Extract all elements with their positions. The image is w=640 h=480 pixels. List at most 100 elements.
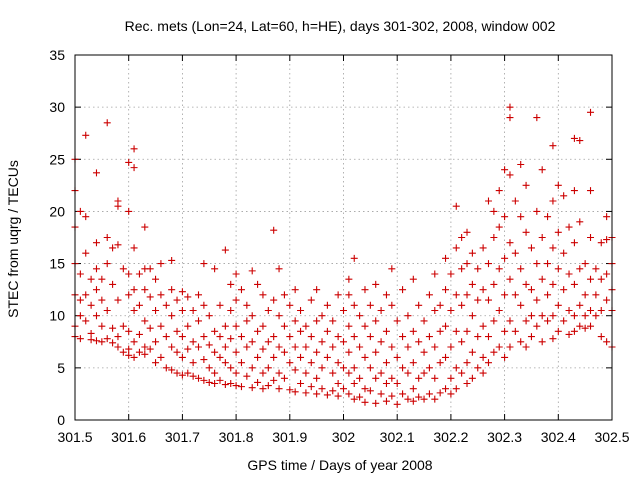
data-point <box>248 267 256 275</box>
data-point <box>361 286 369 294</box>
data-point <box>393 380 401 387</box>
data-point <box>297 327 305 335</box>
data-point <box>393 317 401 325</box>
data-point <box>254 280 262 288</box>
data-point <box>157 322 165 330</box>
data-point <box>442 322 450 330</box>
data-point <box>329 369 337 377</box>
y-tick-label: 10 <box>49 308 65 324</box>
data-point <box>463 380 471 387</box>
data-point <box>125 291 133 299</box>
data-point <box>506 103 514 111</box>
data-point <box>82 249 90 257</box>
data-point <box>98 296 106 304</box>
y-tick-label: 15 <box>49 256 65 272</box>
data-point <box>382 291 390 299</box>
data-point <box>570 134 578 142</box>
x-tick-label: 302.3 <box>487 429 522 445</box>
data-point <box>302 322 310 330</box>
data-point <box>313 348 321 356</box>
data-point <box>318 364 326 372</box>
data-point <box>544 213 552 221</box>
data-point <box>103 307 111 314</box>
data-point <box>404 343 412 351</box>
data-point <box>511 249 519 257</box>
data-point <box>544 260 552 268</box>
x-tick-label: 302.1 <box>380 429 415 445</box>
data-point <box>554 265 562 273</box>
data-point <box>474 364 482 372</box>
data-point <box>533 207 541 215</box>
data-point <box>587 108 595 116</box>
data-point <box>334 291 342 299</box>
data-point <box>463 291 471 299</box>
data-point <box>570 187 578 195</box>
data-point <box>527 244 535 252</box>
data-point <box>340 338 347 346</box>
data-point <box>92 312 100 320</box>
data-point <box>152 275 160 283</box>
data-point <box>141 317 149 325</box>
data-point <box>178 353 186 361</box>
data-point <box>377 369 385 377</box>
data-point <box>82 291 90 299</box>
data-point <box>511 197 519 205</box>
data-point <box>243 301 251 309</box>
data-point <box>436 359 444 367</box>
data-point <box>538 275 546 283</box>
data-point <box>216 353 224 361</box>
data-point <box>479 286 487 294</box>
data-point <box>409 359 417 367</box>
data-point <box>517 301 525 309</box>
data-point <box>184 345 192 353</box>
data-point <box>388 301 396 309</box>
data-point <box>232 270 240 278</box>
data-point <box>92 169 100 177</box>
data-point <box>227 380 235 387</box>
data-point <box>350 364 358 372</box>
data-point <box>420 369 428 377</box>
data-point <box>98 322 106 330</box>
data-point <box>195 291 203 299</box>
data-point <box>76 296 84 304</box>
data-point <box>587 187 595 195</box>
y-tick-label: 5 <box>57 360 65 376</box>
data-point <box>495 187 503 195</box>
data-point <box>517 213 525 221</box>
data-point <box>603 236 611 244</box>
data-point <box>211 327 219 335</box>
data-point <box>76 312 84 320</box>
data-point <box>173 369 181 377</box>
data-point <box>452 291 460 299</box>
data-point <box>388 265 396 273</box>
data-point <box>189 307 197 314</box>
data-point <box>345 348 353 356</box>
data-point <box>603 296 611 304</box>
data-point <box>275 265 283 273</box>
data-point <box>345 275 353 283</box>
data-point <box>452 327 460 335</box>
data-point <box>463 260 471 268</box>
data-point <box>377 338 385 346</box>
data-point <box>474 265 482 273</box>
data-point <box>307 383 315 391</box>
data-point <box>425 333 433 341</box>
data-point <box>280 348 288 356</box>
data-point <box>425 390 433 398</box>
data-point <box>452 244 460 252</box>
data-point <box>211 380 219 387</box>
x-tick-label: 302.2 <box>433 429 468 445</box>
data-point <box>87 301 95 309</box>
data-point <box>372 348 380 356</box>
data-point <box>544 317 552 325</box>
data-point <box>302 369 310 377</box>
data-point <box>221 343 229 351</box>
data-point <box>340 364 347 372</box>
data-point <box>554 301 562 309</box>
data-point <box>468 374 476 382</box>
data-point <box>200 301 208 309</box>
data-point <box>570 327 578 335</box>
data-point <box>146 265 154 273</box>
y-axis-title: STEC from uqrg / TECUs <box>5 160 21 318</box>
data-point <box>76 207 84 215</box>
